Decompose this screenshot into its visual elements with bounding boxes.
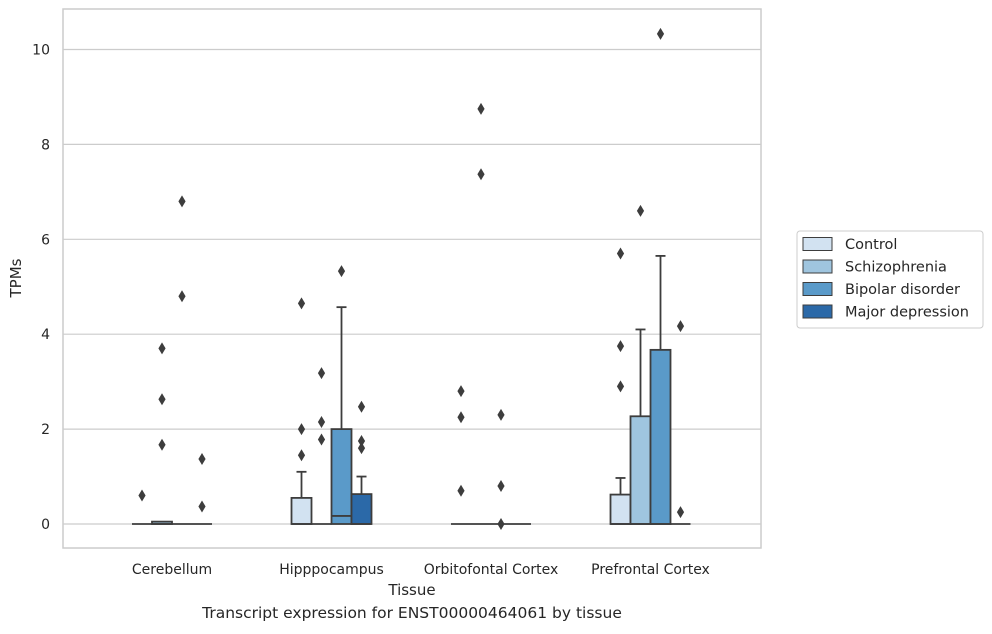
box-group — [609, 247, 632, 525]
outlier-point — [616, 380, 625, 393]
box — [629, 415, 652, 525]
x-tick-label: Orbitofontal Cortex — [424, 562, 559, 578]
box-group — [132, 489, 152, 525]
box-group — [471, 102, 491, 525]
outlier-point — [158, 342, 166, 355]
y-tick-label: 4 — [41, 327, 50, 343]
outlier-point — [477, 168, 485, 181]
outlier-point — [158, 438, 166, 451]
outlier-point — [497, 480, 505, 493]
box — [649, 348, 672, 525]
chart-caption: Transcript expression for ENST0000046406… — [202, 604, 622, 622]
box-group — [670, 320, 691, 525]
y-tick-label: 10 — [32, 43, 50, 59]
y-tick-label: 6 — [41, 232, 50, 248]
x-axis-label: Tissue — [387, 581, 435, 599]
outlier-point — [357, 400, 366, 413]
outlier-point — [178, 290, 186, 303]
outlier-point — [457, 411, 465, 424]
legend-label: Bipolar disorder — [845, 282, 960, 298]
x-tick-label: Cerebellum — [132, 562, 212, 578]
box-group — [451, 385, 471, 525]
box-group — [629, 204, 652, 525]
outlier-point — [676, 506, 685, 519]
outlier-point — [198, 500, 206, 513]
box — [330, 428, 353, 525]
outlier-point — [357, 434, 366, 447]
boxes-layer — [132, 27, 691, 530]
outlier-point — [297, 423, 306, 436]
box-group — [649, 27, 672, 525]
box-group — [491, 408, 511, 530]
outlier-point — [616, 340, 625, 353]
outlier-point — [317, 433, 326, 446]
x-tick-label: Prefrontal Cortex — [591, 562, 710, 578]
outlier-point — [198, 452, 206, 465]
outlier-point — [297, 449, 306, 462]
legend-swatch — [802, 282, 833, 296]
box-group — [151, 342, 173, 525]
outlier-point — [457, 385, 465, 398]
outlier-point — [636, 204, 645, 217]
plot-area-border — [62, 8, 762, 549]
outlier-point — [158, 393, 166, 406]
box-group — [350, 400, 373, 525]
box-group — [290, 297, 313, 525]
outlier-point — [477, 102, 485, 115]
outlier-point — [138, 489, 146, 502]
box-group — [330, 265, 353, 525]
y-tick-label: 8 — [41, 137, 50, 153]
outlier-point — [497, 518, 505, 530]
box — [609, 493, 632, 525]
box-group — [172, 195, 192, 525]
box-group — [192, 452, 212, 525]
legend-label: Schizophrenia — [845, 260, 947, 276]
axis-ticks: 0 2 4 6 8 10 Cerebellum Hipppocampus Orbitofonta… — [32, 43, 710, 579]
box — [350, 493, 373, 525]
outlier-point — [616, 247, 625, 260]
outlier-point — [317, 367, 326, 380]
y-tick-label: 0 — [41, 517, 50, 533]
y-tick-label: 2 — [41, 422, 50, 438]
box — [290, 497, 313, 525]
outlier-point — [357, 442, 366, 455]
legend-swatch — [802, 304, 833, 319]
outlier-point — [676, 320, 685, 333]
outlier-point — [297, 297, 306, 310]
outlier-point — [656, 27, 665, 40]
legend-swatch — [802, 259, 833, 274]
outlier-point — [497, 408, 505, 421]
box-group — [311, 367, 332, 525]
legend-label: Major depression — [845, 305, 969, 321]
legend: Control Schizophrenia Bipolar disorder Majo… — [796, 230, 984, 329]
legend-frame — [796, 230, 984, 329]
outlier-point — [178, 195, 186, 208]
legend-swatch — [802, 237, 833, 251]
outlier-point — [457, 484, 465, 497]
legend-label: Control — [845, 237, 897, 253]
outlier-point — [317, 415, 326, 428]
outlier-point — [337, 265, 346, 278]
y-axis-label: TPMs — [7, 258, 25, 298]
x-tick-label: Hipppocampus — [279, 562, 384, 578]
